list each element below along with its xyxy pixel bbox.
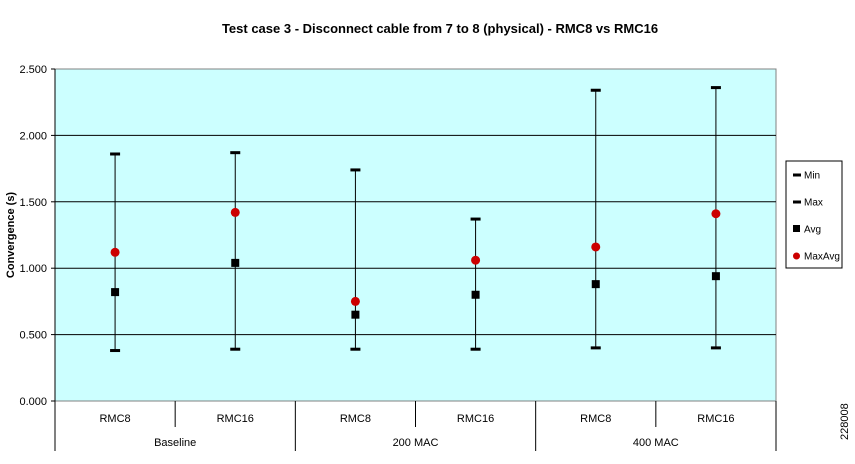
data-marks (110, 86, 721, 353)
maxavg-marker (591, 242, 601, 252)
y-tick-label: 2.000 (19, 130, 47, 142)
legend-label: MaxAvg (804, 252, 840, 263)
y-axis: 0.000 0.500 1.000 1.500 2.000 2.500 (19, 64, 56, 408)
y-tick-label: 0.500 (19, 330, 47, 342)
x-axis: RMC8 RMC16 RMC8 RMC16 RMC8 RMC16 Baseline 200 M… (54, 401, 777, 451)
avg-marker (471, 290, 480, 299)
min-marker (350, 347, 361, 351)
avg-marker (111, 288, 120, 297)
legend-item: Avg (793, 225, 821, 236)
y-tick-label: 1.000 (19, 263, 47, 275)
min-marker (110, 349, 121, 353)
legend-circle-icon (793, 252, 800, 260)
maxavg-marker (350, 296, 360, 306)
min-marker (590, 346, 601, 350)
maxavg-marker (711, 209, 721, 219)
avg-marker (711, 272, 720, 281)
legend-dash-icon (793, 173, 801, 177)
gridlines (55, 134, 776, 336)
max-marker (230, 151, 241, 155)
x-category-label: RMC8 (99, 413, 130, 425)
legend-dash-icon (793, 200, 801, 204)
plot-area (54, 68, 777, 402)
maxavg-marker (471, 255, 481, 265)
maxavg-marker (110, 247, 120, 257)
side-label: 228008 (839, 403, 851, 440)
legend-label: Max (804, 198, 823, 209)
avg-marker (231, 258, 240, 267)
legend-label: Min (804, 171, 820, 182)
max-marker (470, 217, 481, 221)
x-category-label: RMC8 (580, 413, 611, 425)
x-category-label: RMC16 (457, 413, 494, 425)
max-marker (110, 152, 121, 156)
legend-box (785, 160, 843, 269)
min-marker (710, 346, 721, 350)
min-marker (470, 347, 481, 351)
legend-item: Max (793, 198, 823, 209)
chart-title: Test case 3 - Disconnect cable from 7 to… (222, 21, 658, 36)
y-tick-label: 1.500 (19, 197, 47, 209)
avg-marker (591, 280, 600, 289)
x-category-label: RMC8 (340, 413, 371, 425)
min-marker (230, 347, 241, 351)
y-axis-label: Convergence (s) (5, 192, 17, 279)
avg-marker (351, 310, 360, 319)
legend-item: Min (793, 171, 820, 182)
x-group-label: 200 MAC (393, 437, 439, 449)
max-marker (710, 86, 721, 90)
y-tick-label: 0.000 (19, 396, 47, 408)
legend-item: MaxAvg (793, 252, 840, 263)
x-group-label: Baseline (154, 437, 196, 449)
y-tick-label: 2.500 (19, 64, 47, 76)
x-category-label: RMC16 (217, 413, 254, 425)
legend-square-icon (793, 225, 800, 232)
max-marker (590, 88, 601, 92)
maxavg-marker (230, 207, 240, 217)
max-marker (350, 168, 361, 172)
x-category-label: RMC16 (697, 413, 734, 425)
x-group-label: 400 MAC (633, 437, 679, 449)
legend-label: Avg (804, 225, 821, 236)
